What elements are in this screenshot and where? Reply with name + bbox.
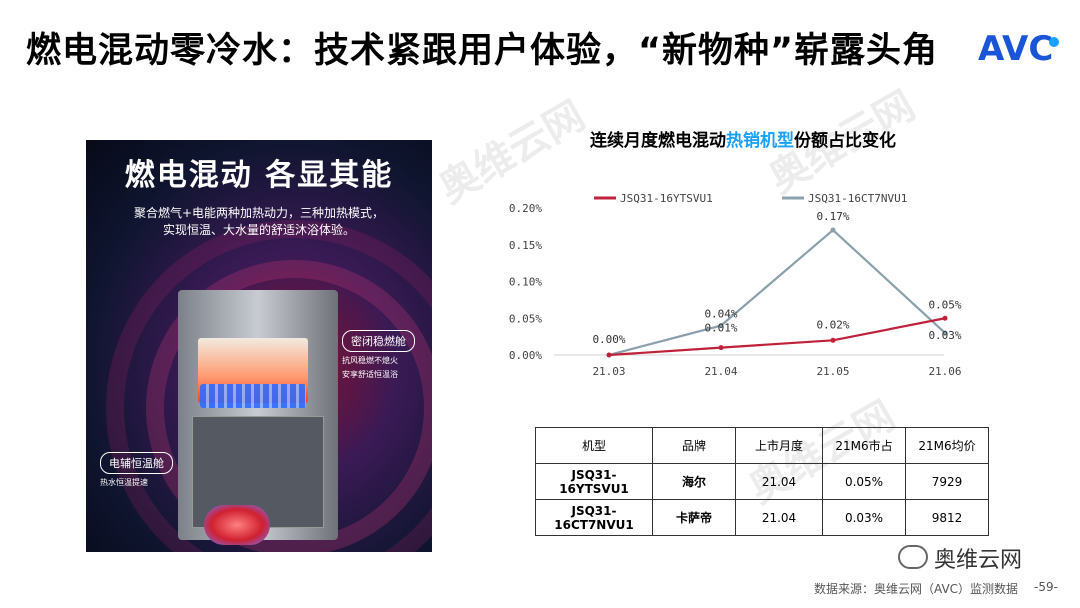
share-line-chart: 0.00% 0.05% 0.10% 0.15% 0.20% 21.03 21.04 21.05… bbox=[509, 192, 962, 378]
data-label: 0.04% bbox=[704, 308, 737, 321]
flame-icon bbox=[200, 384, 306, 408]
panel-subtext: 聚合燃气+电能两种加热动力，三种加热模式， bbox=[133, 206, 385, 220]
y-tick-label: 0.10% bbox=[509, 276, 542, 289]
y-tick-label: 0.20% bbox=[509, 202, 542, 215]
data-label: 0.01% bbox=[704, 322, 737, 335]
table-header-row: 机型 品牌 上市月度 21M6市占 21M6均价 bbox=[535, 427, 989, 464]
data-label: 0.05% bbox=[928, 298, 961, 311]
table-header-cell: 21M6均价 bbox=[905, 427, 989, 464]
panel-heading: 燃电混动 各显其能 bbox=[124, 158, 394, 193]
table-row: JSQ31-16YTSVU1 海尔 21.04 0.05% 7929 bbox=[535, 463, 989, 500]
electric-tank bbox=[204, 505, 270, 545]
chart-title-post: 份额占比变化 bbox=[794, 131, 896, 151]
data-label: 0.00% bbox=[592, 333, 625, 346]
panel-subtext: 实现恒温、大水量的舒适沐浴体验。 bbox=[162, 223, 355, 237]
x-tick-label: 21.03 bbox=[592, 365, 625, 378]
wechat-icon bbox=[898, 545, 928, 569]
chart-title-highlight: 热销机型 bbox=[726, 131, 794, 151]
x-tick-label: 21.06 bbox=[928, 365, 961, 378]
table-header-cell: 品牌 bbox=[652, 427, 736, 464]
callout-label: 密闭稳燃舱 bbox=[342, 330, 415, 352]
table-cell: 21.04 bbox=[735, 463, 823, 500]
table-header-cell: 机型 bbox=[535, 427, 653, 464]
callout-desc: 抗风稳燃不熄火 bbox=[342, 356, 398, 365]
data-point bbox=[942, 330, 948, 336]
legend-label: JSQ31-16CT7NVU1 bbox=[808, 192, 907, 205]
table-cell: JSQ31-16YTSVU1 bbox=[535, 463, 653, 500]
y-tick-label: 0.15% bbox=[509, 239, 542, 252]
data-point bbox=[718, 323, 724, 329]
table-cell: 海尔 bbox=[652, 463, 736, 500]
x-tick-label: 21.04 bbox=[704, 365, 737, 378]
avc-logo: AVC bbox=[978, 29, 1059, 68]
product-image-panel: 燃电混动 各显其能 聚合燃气+电能两种加热动力，三种加热模式， 实现恒温、大水量… bbox=[86, 140, 432, 552]
wechat-account-name: 奥维云网 bbox=[934, 548, 1023, 573]
data-point bbox=[830, 227, 836, 233]
table-cell: 0.05% bbox=[822, 463, 906, 500]
callout-aux-chamber: 电辅恒温舱 热水恒温提速 bbox=[100, 452, 173, 488]
data-label: 0.03% bbox=[928, 329, 961, 342]
chart-title: 连续月度燃电混动热销机型份额占比变化 bbox=[590, 126, 896, 151]
callout-desc: 热水恒温提速 bbox=[100, 478, 148, 487]
table-cell: JSQ31-16CT7NVU1 bbox=[535, 499, 653, 536]
y-tick-label: 0.05% bbox=[509, 312, 542, 325]
callout-desc: 安享舒适恒温浴 bbox=[342, 370, 398, 379]
callout-sealed-chamber: 密闭稳燃舱 抗风稳燃不熄火 安享舒适恒温浴 bbox=[342, 330, 415, 380]
data-point bbox=[606, 352, 612, 358]
table-cell: 9812 bbox=[905, 499, 989, 536]
data-point bbox=[942, 315, 948, 321]
data-point bbox=[718, 345, 724, 351]
data-point bbox=[830, 337, 836, 343]
model-table: 机型 品牌 上市月度 21M6市占 21M6均价 JSQ31-16YTSVU1 … bbox=[535, 427, 989, 536]
table-cell: 卡萨帝 bbox=[652, 499, 736, 536]
table-cell: 0.03% bbox=[822, 499, 906, 536]
table-cell: 7929 bbox=[905, 463, 989, 500]
data-label: 0.17% bbox=[816, 210, 849, 223]
table-header-cell: 21M6市占 bbox=[822, 427, 906, 464]
legend-label: JSQ31-16YTSVU1 bbox=[620, 192, 713, 205]
data-source-note: 数据来源：奥维云网（AVC）监测数据 bbox=[814, 582, 1019, 596]
data-label: 0.02% bbox=[816, 318, 849, 331]
series-line bbox=[608, 228, 946, 357]
svg-text:AVC: AVC bbox=[978, 29, 1053, 68]
table-header-cell: 上市月度 bbox=[735, 427, 823, 464]
slide-title: 燃电混动零冷水：技术紧跟用户体验，“新物种”崭露头角 bbox=[26, 31, 939, 71]
chart-title-pre: 连续月度燃电混动 bbox=[590, 131, 726, 151]
wechat-account-tag: 奥维云网 bbox=[898, 542, 1022, 574]
x-tick-label: 21.05 bbox=[816, 365, 849, 378]
series-line bbox=[608, 317, 946, 357]
callout-label: 电辅恒温舱 bbox=[100, 452, 173, 474]
page-number: -59- bbox=[1034, 580, 1058, 594]
y-tick-label: 0.00% bbox=[509, 349, 542, 362]
table-row: JSQ31-16CT7NVU1 卡萨帝 21.04 0.03% 9812 bbox=[535, 499, 989, 536]
table-cell: 21.04 bbox=[735, 499, 823, 536]
